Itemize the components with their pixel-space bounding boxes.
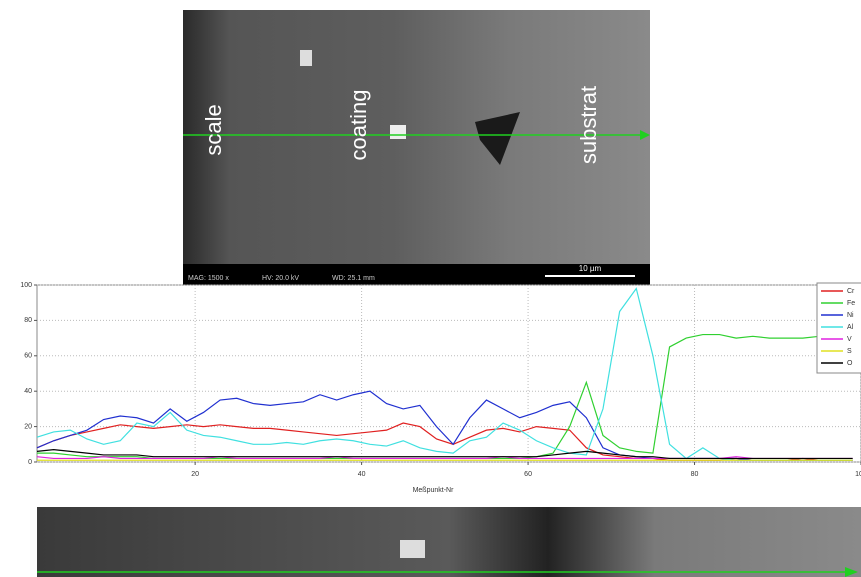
- image-info: MAG: 1500 x: [188, 275, 229, 282]
- y-tick-label: 20: [24, 423, 32, 430]
- legend-label: O: [847, 360, 853, 367]
- legend-box: [817, 283, 861, 373]
- image-info: WD: 25.1 mm: [332, 275, 375, 282]
- line-chart: 0 20 40 60 80 100 20 40 60 80 100 Meßpunkt-Nr Cr Fe Ni…: [20, 282, 861, 494]
- legend-label: Cr: [847, 288, 855, 295]
- annotation: coating: [346, 90, 371, 161]
- legend-label: V: [847, 336, 852, 343]
- x-tick-label: 100: [855, 471, 861, 478]
- image-info: HV: 20.0 kV: [262, 275, 299, 282]
- y-tick-label: 80: [24, 317, 32, 324]
- x-tick-label: 80: [691, 471, 699, 478]
- x-tick-label: 40: [358, 471, 366, 478]
- y-tick-label: 40: [24, 388, 32, 395]
- legend-label: S: [847, 348, 852, 355]
- legend-label: Al: [847, 324, 854, 331]
- annotation: substrat: [576, 86, 601, 164]
- legend-label: Ni: [847, 312, 854, 319]
- sem-image: 10 µm MAG: 1500 x HV: 20.0 kV WD: 25.1 m…: [183, 10, 650, 285]
- plot-area: [37, 285, 861, 462]
- legend: Cr Fe Ni Al VSO: [817, 283, 861, 373]
- legend-label: Fe: [847, 300, 855, 307]
- sem-strip: [37, 507, 861, 577]
- annotation: scale: [201, 104, 226, 155]
- scale-bar: 10 µm: [579, 264, 602, 273]
- x-axis-label: Meßpunkt-Nr: [413, 487, 455, 494]
- y-tick-label: 0: [28, 459, 32, 466]
- y-tick-label: 100: [20, 282, 32, 289]
- y-tick-label: 60: [24, 353, 32, 360]
- x-tick-label: 60: [524, 471, 532, 478]
- x-tick-label: 20: [191, 471, 199, 478]
- figure: 10 µm MAG: 1500 x HV: 20.0 kV WD: 25.1 m…: [0, 0, 861, 577]
